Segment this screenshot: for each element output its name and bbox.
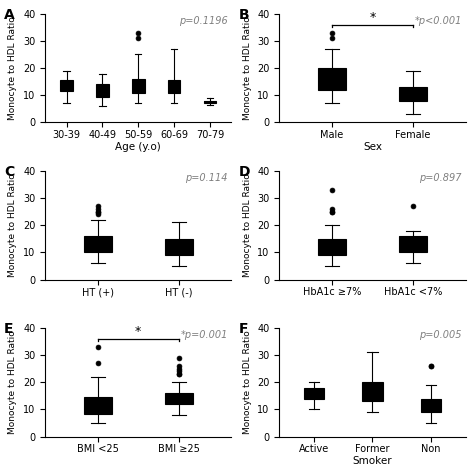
Y-axis label: Monocyte to HDL Ratio: Monocyte to HDL Ratio bbox=[9, 330, 18, 434]
PathPatch shape bbox=[318, 68, 346, 90]
Text: p=0.1196: p=0.1196 bbox=[179, 16, 228, 26]
Text: p=0.897: p=0.897 bbox=[419, 173, 462, 183]
Y-axis label: Monocyte to HDL Ratio: Monocyte to HDL Ratio bbox=[243, 173, 252, 277]
Text: C: C bbox=[4, 165, 14, 179]
PathPatch shape bbox=[60, 80, 73, 91]
PathPatch shape bbox=[96, 84, 109, 97]
Text: *p<0.001: *p<0.001 bbox=[415, 16, 462, 26]
PathPatch shape bbox=[399, 236, 427, 252]
PathPatch shape bbox=[83, 397, 112, 413]
Y-axis label: Monocyte to HDL Ratio: Monocyte to HDL Ratio bbox=[9, 16, 18, 120]
Text: p=0.005: p=0.005 bbox=[419, 330, 462, 340]
PathPatch shape bbox=[420, 399, 441, 412]
PathPatch shape bbox=[362, 382, 383, 401]
Text: *p=0.001: *p=0.001 bbox=[180, 330, 228, 340]
PathPatch shape bbox=[304, 388, 324, 399]
Text: *: * bbox=[135, 325, 141, 338]
PathPatch shape bbox=[204, 101, 216, 103]
X-axis label: Sex: Sex bbox=[363, 142, 382, 152]
PathPatch shape bbox=[318, 239, 346, 255]
Text: B: B bbox=[238, 8, 249, 22]
Text: p=0.114: p=0.114 bbox=[185, 173, 228, 183]
Y-axis label: Monocyte to HDL Ratio: Monocyte to HDL Ratio bbox=[243, 330, 252, 434]
Text: D: D bbox=[238, 165, 250, 179]
PathPatch shape bbox=[399, 87, 427, 101]
X-axis label: Smoker: Smoker bbox=[353, 456, 392, 465]
Text: E: E bbox=[4, 322, 14, 337]
PathPatch shape bbox=[164, 239, 193, 255]
Text: A: A bbox=[4, 8, 15, 22]
Text: F: F bbox=[238, 322, 248, 337]
PathPatch shape bbox=[164, 393, 193, 404]
PathPatch shape bbox=[168, 80, 181, 92]
PathPatch shape bbox=[83, 236, 112, 252]
Text: *: * bbox=[369, 11, 375, 24]
Y-axis label: Monocyte to HDL Ratio: Monocyte to HDL Ratio bbox=[9, 173, 18, 277]
Y-axis label: Monocyte to HDL Ratio: Monocyte to HDL Ratio bbox=[243, 16, 252, 120]
X-axis label: Age (y.o): Age (y.o) bbox=[115, 142, 161, 152]
PathPatch shape bbox=[132, 79, 145, 92]
